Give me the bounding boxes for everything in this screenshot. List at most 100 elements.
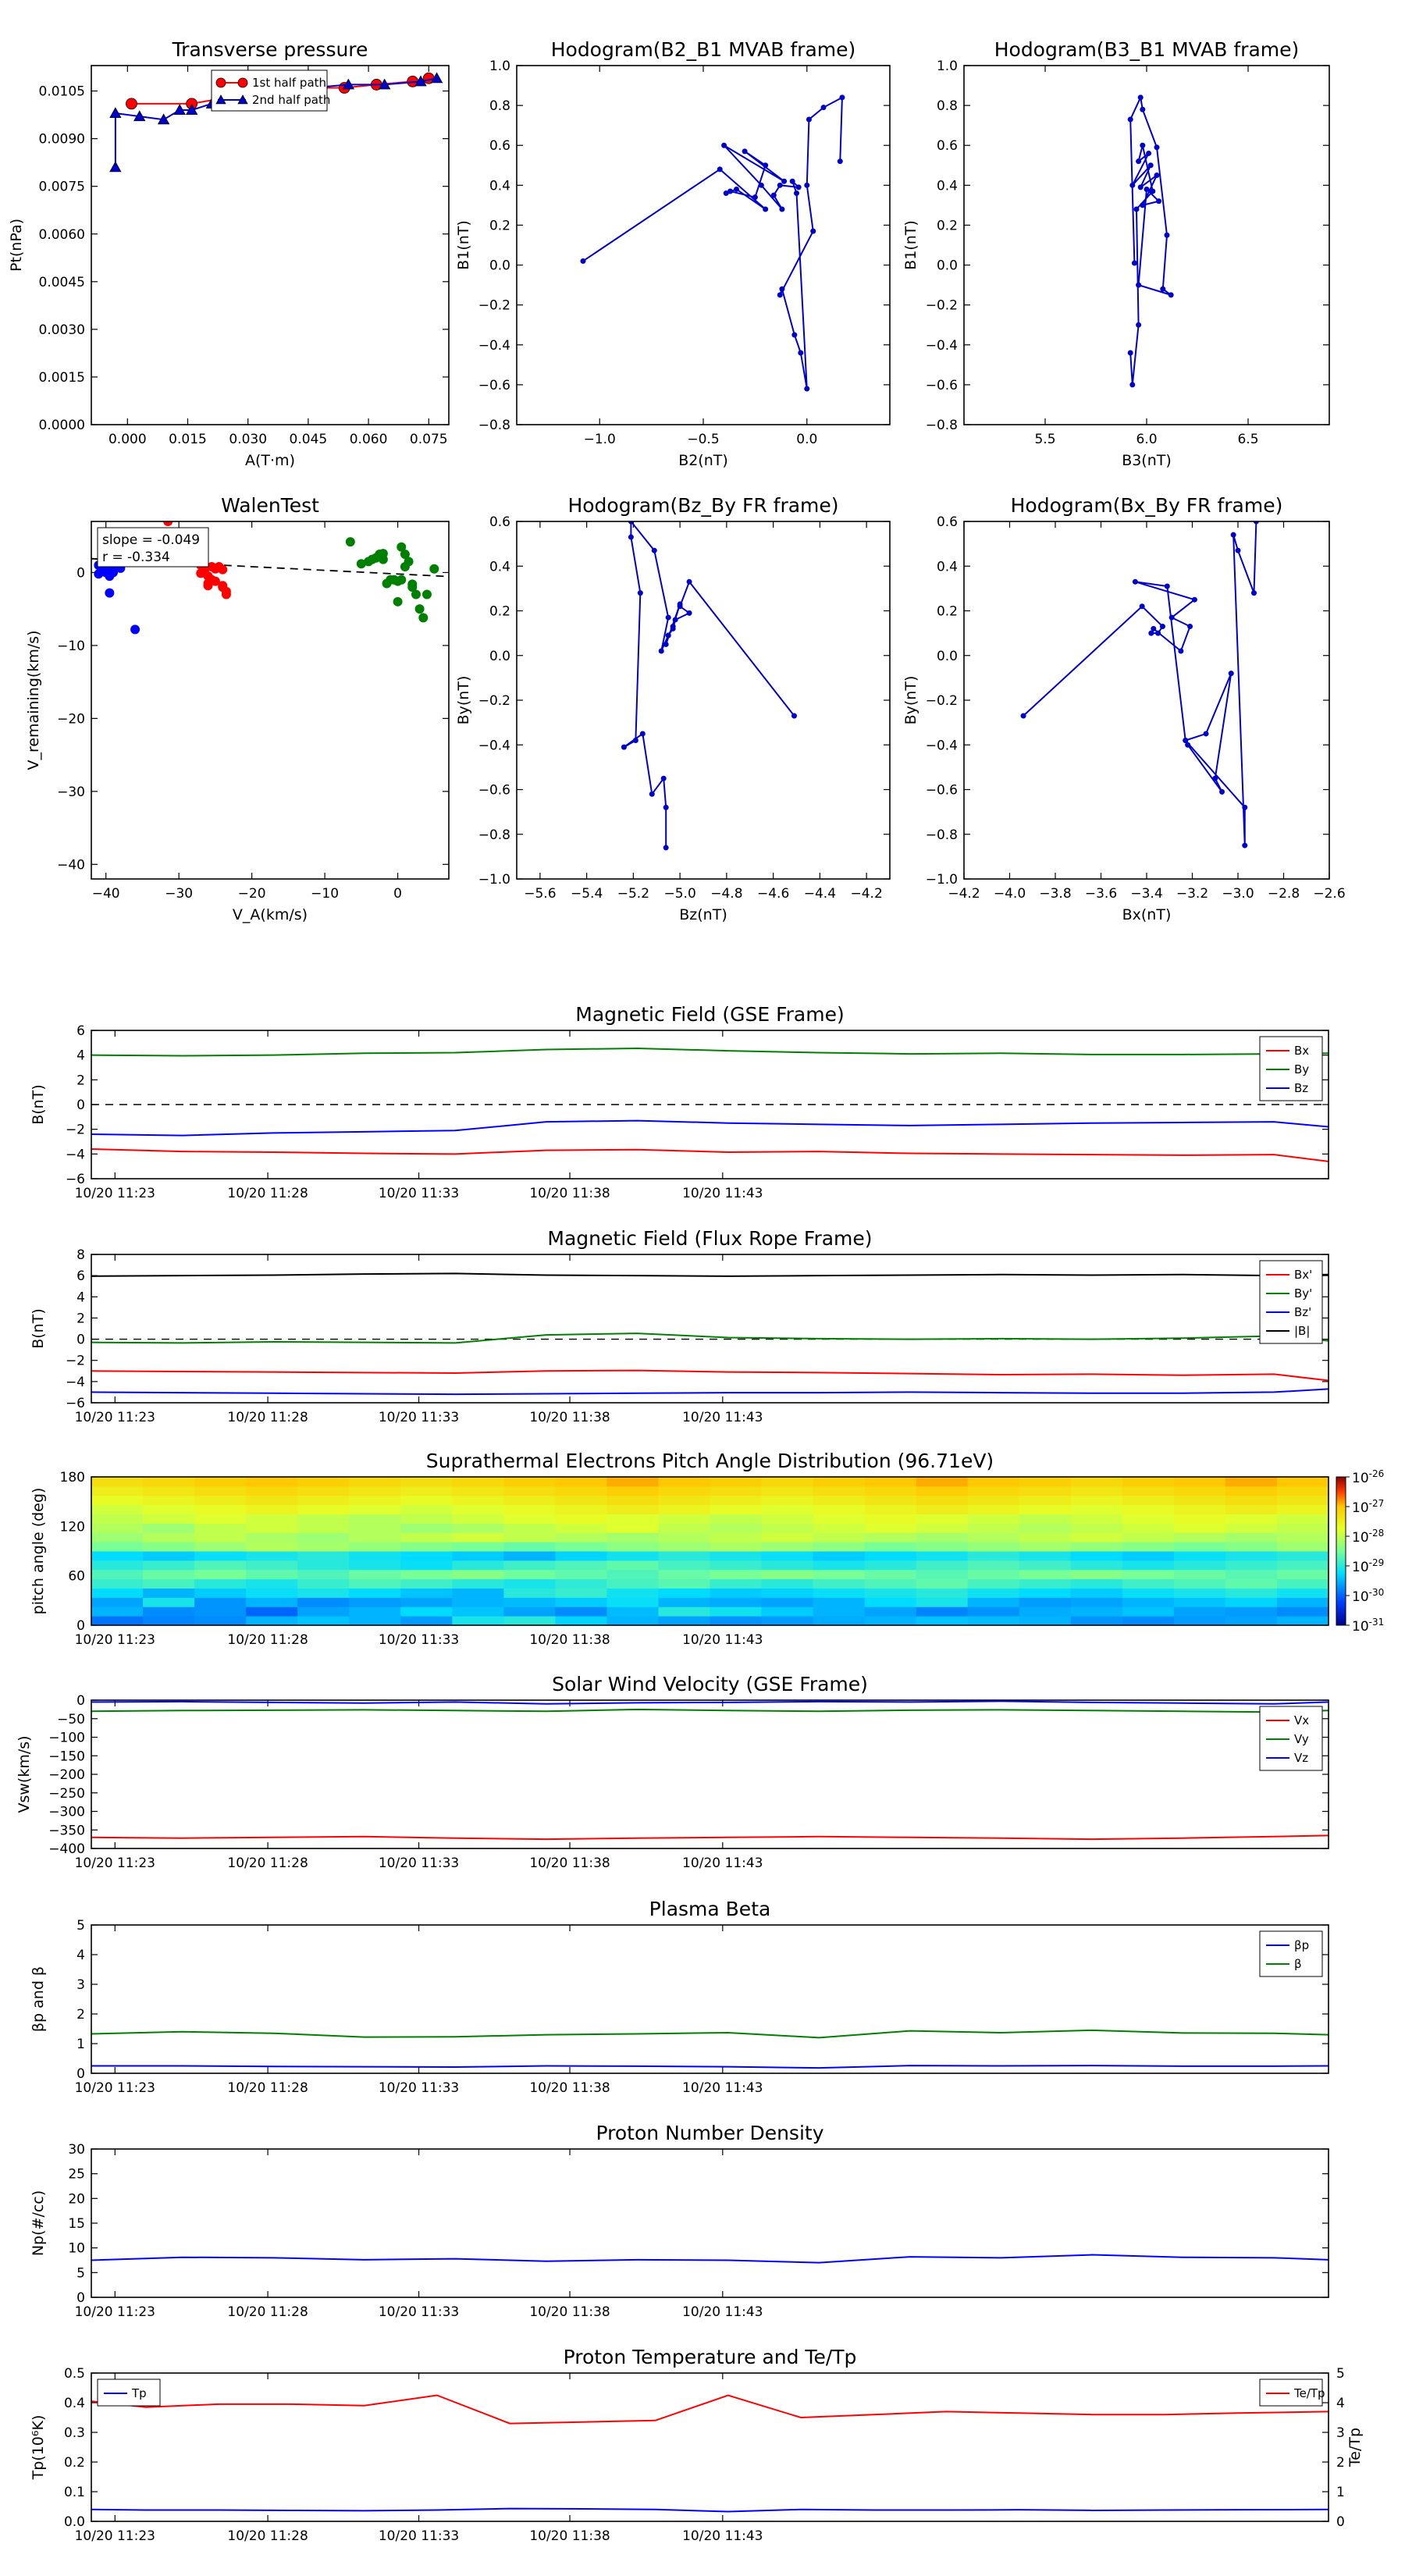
heatmap-cell <box>1122 1514 1175 1524</box>
legend: Te/Tp <box>1259 2379 1325 2407</box>
y-tick-label: −20 <box>57 711 85 727</box>
heatmap-cell <box>555 1606 607 1617</box>
heatmap-cell <box>1019 1616 1072 1626</box>
heatmap-cell <box>400 1485 453 1496</box>
heatmap-cells <box>91 1477 1329 1626</box>
heatmap-cell <box>1225 1588 1278 1598</box>
y-tick-label: 0 <box>76 2290 85 2306</box>
y-axis-label: Vsw(km/s) <box>16 1735 33 1813</box>
data-point <box>791 332 798 338</box>
y-tick-label: 180 <box>60 1470 85 1485</box>
y-tick-label: −1.0 <box>926 872 958 888</box>
data-point <box>1140 106 1146 112</box>
x-tick-label: 0.060 <box>350 432 388 447</box>
heatmap-cell <box>1070 1597 1123 1607</box>
x-tick-label: 10/20 11:43 <box>682 2304 763 2320</box>
data-point <box>798 350 804 356</box>
x-tick-label: 10/20 11:38 <box>529 1186 610 1201</box>
legend-label: β <box>1294 1957 1302 1971</box>
data-point <box>400 561 410 571</box>
heatmap-cell <box>967 1551 1020 1561</box>
heatmap-cell <box>1276 1588 1329 1598</box>
y-tick-label: 0.6 <box>937 138 958 154</box>
data-point <box>1140 142 1146 148</box>
heatmap-cell <box>1173 1532 1226 1542</box>
legend-label: 1st half path <box>252 76 326 90</box>
heatmap-cell <box>658 1523 710 1533</box>
data-point <box>663 641 669 647</box>
x-tick-label: 10/20 11:43 <box>682 1632 763 1648</box>
x-tick-label: 10/20 11:33 <box>379 1856 459 1871</box>
heatmap-cell <box>91 1504 144 1514</box>
legend-label: 2nd half path <box>252 93 330 107</box>
x-tick-label: 0.000 <box>108 432 147 447</box>
heatmap-cell <box>555 1597 607 1607</box>
x-tick-label: 0.075 <box>410 432 448 447</box>
heatmap-cell <box>1070 1495 1123 1506</box>
heatmap-cell <box>864 1551 917 1561</box>
heatmap-cell <box>503 1560 556 1571</box>
legend: βp β <box>1259 1930 1323 1977</box>
y2-tick-label: 5 <box>1336 2366 1345 2382</box>
heatmap-cell <box>813 1551 866 1561</box>
heatmap-cell <box>658 1551 710 1561</box>
heatmap-cell <box>349 1560 401 1571</box>
y-tick-label: 30 <box>68 2142 85 2158</box>
heatmap-cell <box>297 1523 350 1533</box>
heatmap-cell <box>606 1597 659 1607</box>
heatmap-cell <box>194 1578 247 1589</box>
x-axis-label: B2(nT) <box>678 452 728 469</box>
x-tick-label: 6.0 <box>1136 432 1157 447</box>
heatmap-cell <box>555 1542 607 1552</box>
heatmap-cell <box>452 1606 504 1617</box>
heatmap-cell <box>452 1523 504 1533</box>
heatmap-cell <box>400 1606 453 1617</box>
heatmap-cell <box>452 1532 504 1542</box>
heatmap-cell <box>916 1560 969 1571</box>
data-point <box>422 589 432 600</box>
heatmap-cell <box>761 1560 814 1571</box>
data-point <box>397 542 407 552</box>
x-tick-label: 0 <box>393 886 402 902</box>
heatmap-cell <box>452 1578 504 1589</box>
y-tick-label: 0 <box>76 1332 85 1348</box>
heatmap-cell <box>606 1495 659 1506</box>
heatmap-cell <box>658 1477 710 1487</box>
heatmap-cell <box>246 1560 298 1571</box>
heatmap-cell <box>400 1514 453 1524</box>
plot-area <box>91 2394 1329 2513</box>
data-point <box>1140 202 1146 208</box>
x-tick-label: 10/20 11:33 <box>379 1410 459 1425</box>
colorbar-base: 10 <box>1352 1530 1369 1546</box>
y-tick-label: 0.4 <box>64 2396 85 2411</box>
plot-frame <box>91 1476 1329 1626</box>
heatmap-cell <box>658 1597 710 1607</box>
data-point <box>1127 116 1133 123</box>
heatmap-cell <box>1019 1569 1072 1580</box>
data-point <box>789 178 795 184</box>
heatmap-cell <box>761 1485 814 1496</box>
data-point <box>101 566 111 576</box>
y-tick-label: 0.0090 <box>39 132 85 148</box>
heatmap-cell <box>658 1560 710 1571</box>
y-axis-label: B1(nT) <box>902 220 919 270</box>
heatmap-cell <box>503 1606 556 1617</box>
heatmap-cell <box>1070 1523 1123 1533</box>
y-tick-label: −0.6 <box>926 378 958 393</box>
heatmap-cell <box>91 1532 144 1542</box>
chart-title: Hodogram(B3_B1 MVAB frame) <box>994 38 1300 61</box>
heatmap-cell <box>606 1542 659 1552</box>
x-tick-label: −4.6 <box>757 886 789 902</box>
data-point <box>378 78 391 90</box>
heatmap-cell <box>297 1606 350 1617</box>
heatmap-cell <box>246 1495 298 1506</box>
series-line <box>91 2065 1329 2069</box>
data-point <box>758 182 764 188</box>
heatmap-cell <box>813 1616 866 1626</box>
colorbar-exponent: -29 <box>1369 1557 1385 1568</box>
heatmap-cell <box>1019 1560 1072 1571</box>
y-tick-label: 0.2 <box>64 2455 85 2471</box>
y-tick-label: −0.4 <box>926 338 958 354</box>
plot-area <box>1127 94 1174 388</box>
